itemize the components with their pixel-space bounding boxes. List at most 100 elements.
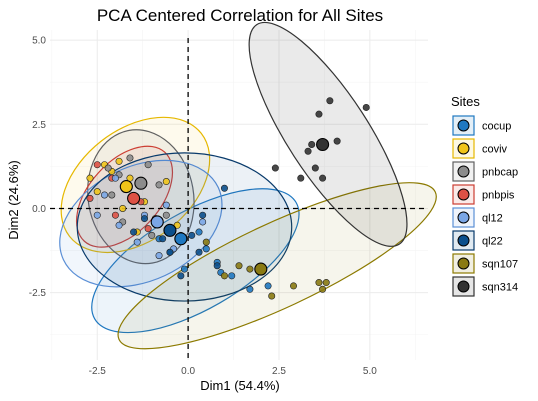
point-sqn107 — [315, 279, 323, 287]
point-ql22 — [213, 262, 221, 270]
point-ql22 — [220, 184, 228, 192]
point-ql22 — [166, 248, 174, 256]
ellipse-sqn314 — [248, 21, 408, 247]
centroid-cocup — [174, 232, 188, 246]
point-pnbpis — [93, 161, 101, 169]
legend-marker-ql22 — [457, 234, 470, 247]
point-ql12 — [115, 221, 123, 229]
point-pnbcap — [108, 191, 116, 199]
x-axis-label: Dim1 (54.4%) — [200, 378, 279, 393]
point-ql12 — [162, 201, 170, 209]
point-ql12 — [111, 174, 119, 182]
point-coviv — [115, 157, 123, 165]
centroid-coviv — [119, 180, 133, 194]
point-sqn314 — [326, 97, 334, 105]
point-ql22 — [177, 272, 185, 280]
point-coviv — [162, 178, 170, 186]
legend-marker-ql12 — [457, 211, 470, 224]
point-sqn314 — [315, 110, 323, 118]
point-pnbcap — [144, 161, 152, 169]
point-sqn314 — [311, 164, 319, 172]
point-pnbcap — [148, 231, 156, 239]
centroid-pnbpis — [127, 191, 141, 205]
point-ql22 — [141, 215, 149, 223]
point-sqn107 — [322, 279, 330, 287]
legend-marker-pnbcap — [457, 165, 470, 178]
point-sqn314 — [333, 137, 341, 145]
ellipse-cocup — [91, 188, 300, 334]
centroid-sqn314 — [316, 137, 330, 152]
point-pnbcap — [155, 181, 163, 189]
point-ql22 — [199, 211, 207, 219]
point-sqn107 — [268, 292, 276, 300]
point-sqn107 — [220, 272, 228, 280]
point-cocup — [195, 228, 203, 236]
point-sqn314 — [271, 164, 279, 172]
centroid-sqn107 — [254, 262, 268, 276]
point-ql12 — [93, 211, 101, 219]
point-cocup — [228, 272, 236, 280]
point-sqn107 — [290, 282, 298, 290]
point-ql22 — [188, 231, 196, 239]
legend-label-sqn314: sqn314 — [482, 282, 518, 294]
point-ql12 — [199, 218, 207, 226]
point-ql22 — [159, 235, 167, 243]
chart-title: PCA Centered Correlation for All Sites — [97, 6, 383, 25]
y-tick-label: -2.5 — [29, 288, 47, 299]
legend-title: Sites — [451, 94, 480, 109]
reference-lines — [50, 38, 428, 360]
point-pnbcap — [126, 154, 134, 162]
y-tick-label: 5.0 — [32, 36, 46, 47]
point-ql12 — [155, 252, 163, 260]
point-cocup — [264, 282, 272, 290]
centroid-ql22 — [163, 223, 177, 237]
point-coviv — [86, 174, 94, 182]
centroids — [119, 137, 330, 276]
centroid-pnbcap — [134, 176, 148, 190]
y-axis-label: Dim2 (24.6%) — [6, 160, 21, 239]
legend: cocup coviv pnbcap pnbpis ql12 ql22 sqn107 sqn3… — [452, 115, 518, 297]
legend-label-pnbpis: pnbpis — [482, 190, 515, 202]
point-sqn314 — [362, 103, 370, 111]
point-pnbpis — [111, 211, 119, 219]
point-sqn107 — [202, 238, 210, 246]
legend-label-ql12: ql12 — [482, 213, 503, 225]
legend-label-ql22: ql22 — [482, 236, 503, 248]
point-sqn314 — [304, 147, 312, 155]
legend-label-sqn107: sqn107 — [482, 259, 518, 271]
x-tick-label: 0.0 — [181, 366, 195, 377]
x-axis-ticks: -2.5 0.0 2.5 5.0 — [89, 366, 378, 377]
point-sqn107 — [235, 262, 243, 270]
point-ql12 — [101, 191, 109, 199]
legend-label-pnbcap: pnbcap — [482, 167, 518, 179]
point-sqn107 — [246, 265, 254, 273]
point-coviv — [119, 204, 127, 212]
y-tick-label: 0.0 — [32, 204, 46, 215]
point-cocup — [180, 265, 188, 273]
point-coviv — [93, 188, 101, 196]
point-sqn314 — [319, 174, 327, 182]
legend-marker-sqn107 — [457, 257, 470, 270]
ellipse-pnbpis — [75, 145, 174, 248]
point-ql12 — [133, 238, 141, 246]
point-ql22 — [195, 248, 203, 256]
centroid-ql12 — [150, 215, 164, 229]
point-sqn314 — [297, 174, 305, 182]
x-tick-label: 2.5 — [272, 366, 286, 377]
point-pnbpis — [86, 194, 94, 202]
point-pnbcap — [104, 164, 112, 172]
point-sqn314 — [308, 140, 316, 148]
legend-marker-pnbpis — [457, 188, 470, 201]
y-axis-ticks: -2.5 0.0 2.5 5.0 — [29, 36, 47, 300]
legend-label-cocup: cocup — [482, 121, 511, 133]
x-tick-label: 5.0 — [363, 366, 377, 377]
ellipse-sqn107 — [117, 182, 437, 350]
point-pnbcap — [162, 211, 170, 219]
legend-marker-cocup — [457, 119, 470, 132]
point-cocup — [202, 245, 210, 253]
legend-marker-coviv — [457, 142, 470, 155]
point-cocup — [246, 285, 254, 293]
legend-marker-sqn314 — [457, 280, 470, 293]
point-sqn107 — [319, 285, 327, 293]
